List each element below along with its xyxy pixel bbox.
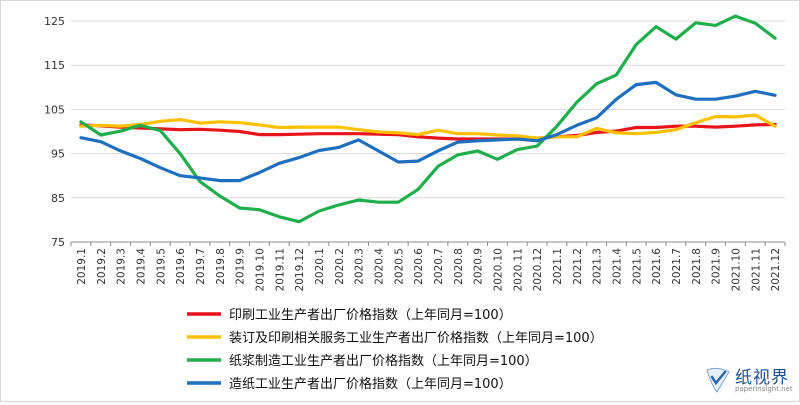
y-tick-label: 95 xyxy=(51,148,65,161)
gridlines xyxy=(71,20,785,199)
x-tick-label: 2020.12 xyxy=(532,248,544,291)
legend: 印刷工业生产者出厂价格指数（上年同月=100） 装订及印刷相关服务工业生产者出厂价… xyxy=(187,307,603,392)
x-tick-label: 2021.1 xyxy=(552,248,564,285)
x-tick-label: 2021.6 xyxy=(651,248,663,285)
y-tick-label: 115 xyxy=(44,59,65,72)
watermark-name: 纸视界 xyxy=(735,368,789,388)
x-tick-label: 2020.4 xyxy=(373,248,385,285)
y-tick-label: 75 xyxy=(51,236,65,249)
x-tick-label: 2021.11 xyxy=(750,248,762,291)
x-tick-label: 2019.2 xyxy=(96,248,108,285)
legend-label-1: 印刷工业生产者出厂价格指数（上年同月=100） xyxy=(229,307,512,323)
x-tick-label: 2019.8 xyxy=(215,248,227,285)
series-lines xyxy=(79,14,777,224)
x-tick-label: 2020.10 xyxy=(492,248,504,291)
x-tick-label: 2021.7 xyxy=(671,248,683,285)
x-tick-label: 2020.9 xyxy=(473,248,485,285)
x-tick-label: 2020.3 xyxy=(354,248,366,285)
y-tick-label: 125 xyxy=(44,15,65,28)
x-tick-label: 2021.8 xyxy=(691,248,703,285)
series-line-4 xyxy=(79,80,777,183)
x-tick-label: 2021.9 xyxy=(711,248,723,285)
x-tick-label: 2021.10 xyxy=(730,248,742,291)
x-tick-label: 2020.11 xyxy=(512,248,524,291)
x-tick-label: 2021.5 xyxy=(631,248,643,285)
legend-label-2: 装订及印刷相关服务工业生产者出厂价格指数（上年同月=100） xyxy=(229,330,603,346)
paper-logo-icon xyxy=(706,367,730,393)
x-tick-label: 2019.11 xyxy=(274,248,286,291)
watermark-url: paperinsight.net xyxy=(735,385,793,393)
x-tick-label: 2019.9 xyxy=(235,248,247,285)
y-tick-label: 85 xyxy=(51,192,65,205)
x-tick-label: 2019.3 xyxy=(116,248,128,285)
legend-label-4: 造纸工业生产者出厂价格指数（上年同月=100） xyxy=(229,376,512,392)
series-line-2 xyxy=(79,113,777,140)
x-tick-label: 2019.10 xyxy=(254,248,266,291)
y-axis-ticks: 75 85 95 105 115 125 xyxy=(44,15,65,249)
x-axis-ticks: 2019.1 2019.2 2019.3 2019.4 2019.5 2019.6 2019… xyxy=(76,248,782,292)
x-tick-label: 2019.7 xyxy=(195,248,207,285)
legend-label-3: 纸浆制造工业生产者出厂价格指数（上年同月=100） xyxy=(229,353,538,369)
x-tick-label: 2019.4 xyxy=(135,248,147,285)
x-tick-label: 2020.7 xyxy=(433,248,445,285)
x-tick-label: 2019.6 xyxy=(175,248,187,285)
x-tick-label: 2021.2 xyxy=(572,248,584,285)
x-tick-label: 2021.4 xyxy=(611,248,623,285)
x-tick-label: 2020.1 xyxy=(314,248,326,285)
x-tick-label: 2020.2 xyxy=(334,248,346,285)
x-tick-label: 2021.3 xyxy=(592,248,604,285)
x-tick-label: 2020.8 xyxy=(453,248,465,285)
x-tick-label: 2019.12 xyxy=(294,248,306,291)
x-tick-label: 2020.5 xyxy=(393,248,405,285)
axes xyxy=(70,241,786,246)
series-line-1 xyxy=(79,122,777,141)
y-tick-label: 105 xyxy=(44,103,65,116)
x-tick-label: 2019.1 xyxy=(76,248,88,285)
x-tick-label: 2020.6 xyxy=(413,248,425,285)
watermark: 纸视界 paperinsight.net xyxy=(701,361,797,399)
x-tick-label: 2019.5 xyxy=(155,248,167,285)
x-tick-label: 2021.12 xyxy=(770,248,782,291)
